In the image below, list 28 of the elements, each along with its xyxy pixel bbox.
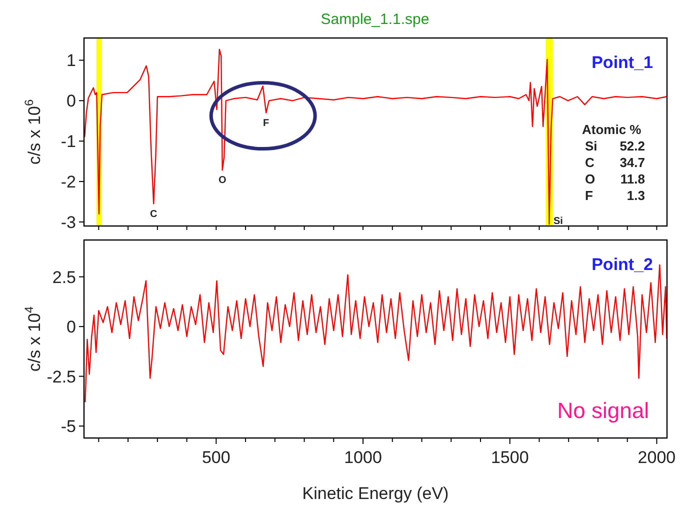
- chart-title: Sample_1.1.spe: [320, 11, 430, 28]
- y-tick-label: -3: [60, 212, 76, 232]
- line-series: [84, 48, 667, 225]
- y-tick-label: 2.5: [52, 268, 76, 287]
- text: O 11.8: [585, 172, 645, 186]
- annotation: Atomic %: [582, 122, 642, 137]
- y-tick-label: -2.5: [46, 367, 76, 386]
- text: C 34.7: [585, 155, 645, 170]
- annotation: No signal: [557, 398, 649, 423]
- y-tick-label: -2: [60, 172, 76, 192]
- text: F 1.3: [585, 188, 645, 203]
- x-axis-title: Kinetic Energy (eV): [302, 484, 449, 503]
- x-tick-label: 1500: [490, 448, 529, 467]
- y-tick-label: 1: [66, 51, 76, 70]
- annotation: O: [218, 175, 226, 186]
- x-tick-label: 2000: [638, 448, 676, 467]
- text: Si 52.2: [585, 138, 645, 154]
- annotation: Point_1: [592, 53, 653, 72]
- annotation: F: [263, 118, 270, 129]
- y-tick-label: 0: [66, 92, 76, 111]
- annotation: Point_2: [592, 255, 653, 274]
- x-tick-label: 500: [202, 448, 230, 467]
- y-tick-label: -5: [60, 417, 76, 436]
- y-tick-label: 0: [66, 318, 76, 337]
- x-tick-label: 1000: [344, 448, 382, 467]
- annotation: C: [150, 208, 158, 220]
- y-tick-label: -1: [60, 132, 76, 152]
- annotation: Si: [554, 216, 564, 227]
